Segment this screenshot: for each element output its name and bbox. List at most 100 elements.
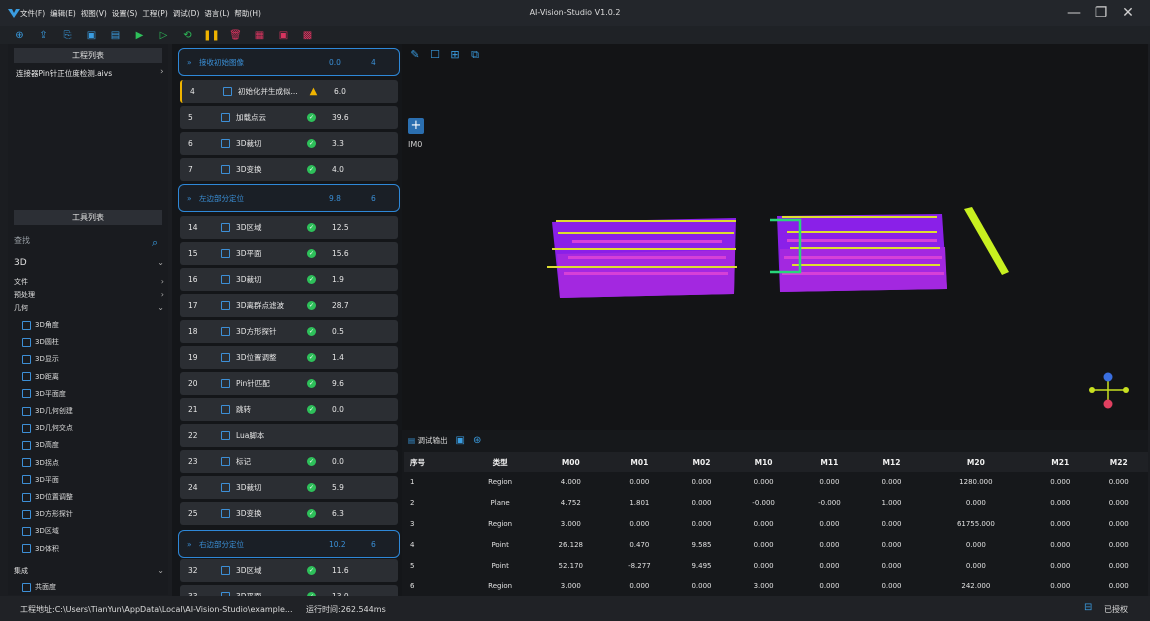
project-item[interactable]: 连接器Pin针正位度检测.aivs <box>16 69 113 78</box>
copy-icon[interactable]: ⎘ <box>63 29 72 41</box>
tool-item[interactable]: 3D显示 <box>22 351 59 367</box>
record-icon[interactable]: ▣ <box>278 29 289 41</box>
tool-item[interactable]: 3D几何创建 <box>22 403 73 419</box>
table-row[interactable]: 5 Point 52.170 -8.277 9.495 0.000 0.000 0.000 0.… <box>404 555 1148 576</box>
flow-group[interactable]: » 左边部分定位 9.8 6 <box>178 184 400 212</box>
tool-item[interactable]: 3D拐点 <box>22 455 59 471</box>
save-as-icon[interactable]: ▤ <box>110 29 121 41</box>
menu-edit[interactable]: 编辑(E) <box>50 9 76 18</box>
menu-language[interactable]: 语言(L) <box>204 9 230 18</box>
column-header[interactable]: 序号 <box>404 452 466 472</box>
flow-step[interactable]: 15 3D平面 ✓ 15.6 <box>180 242 398 265</box>
delete-icon[interactable]: 🗑 <box>229 29 242 41</box>
loop-icon[interactable]: ⟲ <box>183 29 192 41</box>
tool-item[interactable]: 3D角度 <box>22 317 59 333</box>
table-row[interactable]: 4 Point 26.128 0.470 9.585 0.000 0.000 0.000 0.0… <box>404 534 1148 555</box>
table-cell: 0.000 <box>753 540 774 549</box>
run-step-icon[interactable]: ▷ <box>159 29 168 41</box>
chevron-right-icon[interactable]: › <box>160 67 164 77</box>
column-header[interactable]: 类型 <box>465 452 536 472</box>
flow-step[interactable]: 6 3D裁切 ✓ 3.3 <box>180 132 398 155</box>
tool-section-preprocess[interactable]: 预处理 › <box>14 289 166 301</box>
column-header[interactable]: M01 <box>606 452 673 472</box>
paint-icon[interactable]: ✎ <box>410 48 420 61</box>
flow-step[interactable]: 16 3D裁切 ✓ 1.9 <box>180 268 398 291</box>
table-row[interactable]: 1 Region 4.000 0.000 0.000 0.000 0.000 0.000 128… <box>404 472 1148 493</box>
table-row[interactable]: 3 Region 3.000 0.000 0.000 0.000 0.000 0.000 617… <box>404 514 1148 535</box>
table-row[interactable]: 2 Plane 4.752 1.801 0.000 -0.000 -0.000 1.000 0.… <box>404 493 1148 514</box>
flow-step[interactable]: 24 3D裁切 ✓ 5.9 <box>180 476 398 499</box>
save-icon[interactable]: ▣ <box>86 29 97 41</box>
tree-icon[interactable]: ⊞ <box>450 48 460 61</box>
pause-icon[interactable]: ❚❚ <box>203 29 220 41</box>
tool-search-input[interactable]: 查找 <box>14 236 30 245</box>
flow-step[interactable]: 18 3D方形探针 ✓ 0.5 <box>180 320 398 343</box>
tool-item-coplanarity[interactable]: 共面度 <box>22 579 56 595</box>
search-detail-icon[interactable]: ⊛ <box>472 435 482 446</box>
table-row[interactable]: 6 Region 3.000 0.000 0.000 3.000 0.000 0.000 242… <box>404 576 1148 597</box>
menu-help[interactable]: 帮助(H) <box>234 9 261 18</box>
flow-step[interactable]: 21 跳转 ✓ 0.0 <box>180 398 398 421</box>
flow-step[interactable]: 19 3D位置调整 ✓ 1.4 <box>180 346 398 369</box>
column-header[interactable]: M00 <box>535 452 607 472</box>
tool-item[interactable]: 3D平面度 <box>22 386 66 402</box>
tool-section-integration[interactable]: 集成 ⌄ <box>14 565 166 577</box>
column-header[interactable]: M02 <box>672 452 731 472</box>
tool-item[interactable]: 3D位置调整 <box>22 489 73 505</box>
maximize-button[interactable]: ❐ <box>1094 5 1108 21</box>
menu-project[interactable]: 工程(P) <box>142 9 168 18</box>
image-icon[interactable]: ▦ <box>254 29 265 41</box>
flow-step[interactable]: 7 3D变换 ✓ 4.0 <box>180 158 398 181</box>
tool-item[interactable]: 3D距离 <box>22 369 59 385</box>
tool-item[interactable]: 3D方形探针 <box>22 506 73 522</box>
tool-section-file[interactable]: 文件 › <box>14 276 166 288</box>
menu-debug[interactable]: 调试(D) <box>172 9 200 18</box>
flow-step[interactable]: 25 3D变换 ✓ 6.3 <box>180 502 398 525</box>
flow-step[interactable]: 22 Lua脚本 <box>180 424 398 447</box>
flow-step[interactable]: 32 3D区域 ✓ 11.6 <box>180 559 398 582</box>
tool-item[interactable]: 3D圆柱 <box>22 334 59 350</box>
column-header[interactable]: M20 <box>920 452 1032 472</box>
tool-item[interactable]: 3D区域 <box>22 523 59 539</box>
column-header[interactable]: M11 <box>796 452 863 472</box>
column-header[interactable]: M21 <box>1031 452 1090 472</box>
flow-group[interactable]: » 接收初始图像 0.0 4 <box>178 48 400 76</box>
tool-item[interactable]: 3D平面 <box>22 472 59 488</box>
run-icon[interactable]: ▶ <box>135 29 144 41</box>
flow-step[interactable]: 23 标记 ✓ 0.0 <box>180 450 398 473</box>
flow-step[interactable]: 4 初始化并生成似... ▲ 6.0 <box>180 80 398 103</box>
minimize-button[interactable]: — <box>1067 5 1081 21</box>
tool-section-geometry[interactable]: 几何 ⌄ <box>14 302 166 314</box>
close-button[interactable]: ✕ <box>1122 5 1134 21</box>
step-tool-icon <box>221 223 230 232</box>
3d-viewer[interactable]: ✎ ☐ ⊞ ⧉ + IM0 <box>402 44 1148 430</box>
tab-debug-output[interactable]: ▤ 调试输出 <box>408 435 447 446</box>
flow-step[interactable]: 14 3D区域 ✓ 12.5 <box>180 216 398 239</box>
flow-step[interactable]: 5 加载点云 ✓ 39.6 <box>180 106 398 129</box>
menu-file[interactable]: 文件(F) <box>20 9 46 18</box>
axis-gizmo-icon[interactable] <box>1089 372 1129 409</box>
copy-window-icon[interactable]: ⧉ <box>471 48 479 61</box>
flow-group[interactable]: » 右边部分定位 10.2 6 <box>178 530 400 558</box>
flow-step[interactable]: 20 Pin针匹配 ✓ 9.6 <box>180 372 398 395</box>
table-cell: 0.000 <box>881 478 902 487</box>
add-image-button[interactable]: + <box>408 118 424 134</box>
tool-item[interactable]: 3D体积 <box>22 541 59 557</box>
flow-step[interactable]: 33 3D平面 ✓ 13.0 <box>180 585 398 596</box>
column-header[interactable]: M22 <box>1089 452 1148 472</box>
menu-settings[interactable]: 设置(S) <box>111 9 138 18</box>
column-header[interactable]: M10 <box>730 452 797 472</box>
table-view-icon[interactable]: ▣ <box>455 435 465 446</box>
column-header[interactable]: M12 <box>862 452 921 472</box>
tool-item[interactable]: 3D几何交点 <box>22 420 73 436</box>
menu-view[interactable]: 视图(V) <box>80 9 107 18</box>
add-icon[interactable]: ⊕ <box>15 29 24 41</box>
search-icon[interactable]: ⌕ <box>152 236 159 249</box>
tool-item[interactable]: 3D高度 <box>22 437 59 453</box>
flow-step[interactable]: 17 3D离群点滤波 ✓ 28.7 <box>180 294 398 317</box>
import-icon[interactable]: ⇪ <box>39 29 48 41</box>
square-icon[interactable]: ☐ <box>430 48 440 61</box>
tool-section-label: 文件 <box>14 278 28 286</box>
tool-category-select[interactable]: 3D ⌄ <box>14 257 166 269</box>
grid-icon[interactable]: ▩ <box>302 29 313 41</box>
